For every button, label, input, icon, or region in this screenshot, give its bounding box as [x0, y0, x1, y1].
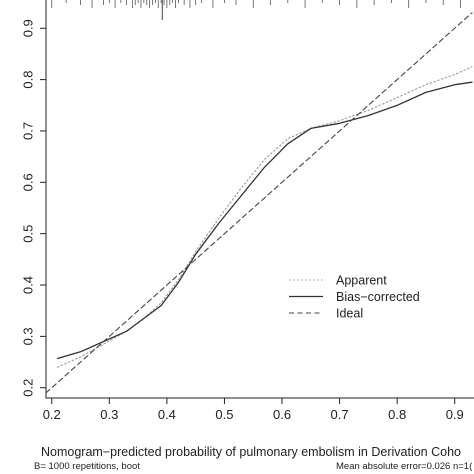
series-lines: [45, 12, 473, 394]
x-axis-label: Nomogram−predicted probability of pulmon…: [41, 445, 461, 459]
y-tick-label-0.5: 0.5: [21, 225, 36, 243]
series-line-ideal: [45, 12, 473, 394]
y-tick-label-0.8: 0.8: [21, 71, 36, 89]
y-tick-label-0.2: 0.2: [21, 379, 36, 397]
legend: Apparent Bias−corrected Ideal: [289, 274, 420, 321]
legend-label-ideal: Ideal: [336, 307, 363, 321]
rug-marks: [51, 0, 461, 20]
series-line-apparent: [56, 66, 473, 368]
x-tick-label-0.4: 0.4: [158, 407, 176, 422]
y-tick-label-0.9: 0.9: [21, 19, 36, 37]
x-tick-label-0.9: 0.9: [446, 407, 464, 422]
series-line-bias-corrected: [56, 81, 473, 360]
x-tick-label-0.2: 0.2: [43, 407, 61, 422]
x-tick-label-0.7: 0.7: [331, 407, 349, 422]
x-tick-label-0.5: 0.5: [215, 407, 233, 422]
footnote-right: Mean absolute error=0.026 n=1(: [336, 461, 473, 472]
legend-label-apparent: Apparent: [336, 274, 387, 288]
plot-frame: [45, 0, 474, 399]
y-tick-label-0.6: 0.6: [21, 173, 36, 191]
y-tick-label-0.3: 0.3: [21, 327, 36, 345]
x-tick-label-0.3: 0.3: [100, 407, 118, 422]
y-tick-label-0.7: 0.7: [21, 122, 36, 140]
axes: 0.2 0.3 0.4 0.5 0.6 0.7 0.8 0.9 0.2 0.3 0.4 0.5 0.6 0…: [21, 0, 474, 422]
legend-label-bias-corrected: Bias−corrected: [336, 290, 420, 304]
footnote-left: B= 1000 repetitions, boot: [34, 461, 140, 472]
y-tick-label-0.4: 0.4: [21, 276, 36, 294]
x-tick-label-0.8: 0.8: [388, 407, 406, 422]
x-tick-label-0.6: 0.6: [273, 407, 291, 422]
